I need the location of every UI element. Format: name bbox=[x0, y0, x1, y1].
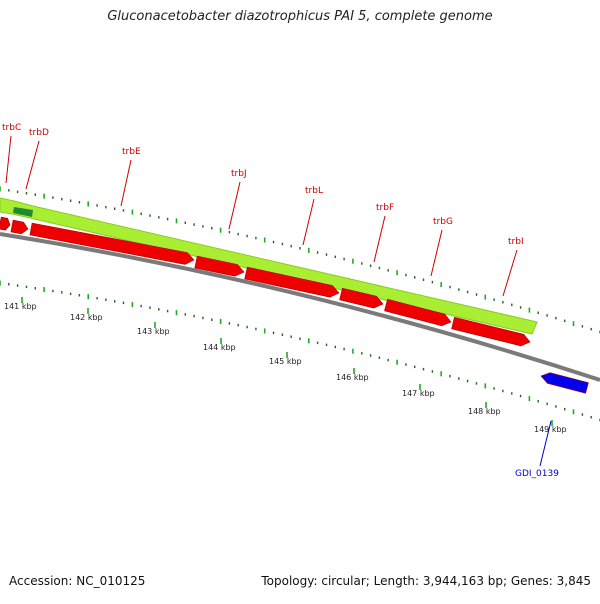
reverse-strand-track bbox=[0, 216, 589, 394]
scale-label: 142 kbp bbox=[70, 313, 103, 322]
topology-text: Topology: circular; Length: 3,944,163 bp… bbox=[261, 574, 591, 588]
gene-label-gdi_0139: GDI_0139 bbox=[515, 469, 559, 479]
gene-label-trbl: trbL bbox=[305, 186, 323, 196]
gene-label-trbj: trbJ bbox=[231, 169, 247, 179]
label-leader-line bbox=[502, 249, 518, 297]
reverse-gene-arrow bbox=[29, 222, 195, 265]
forward-gene-marker bbox=[13, 207, 33, 217]
reverse-gene-arrow bbox=[194, 255, 245, 277]
scale-label: 141 kbp bbox=[4, 302, 37, 311]
lower-tick-row bbox=[0, 280, 600, 422]
accession-text: Accession: NC_010125 bbox=[9, 574, 146, 588]
reverse-gene-arrow bbox=[10, 219, 29, 235]
gene-label-trbg: trbG bbox=[433, 217, 453, 227]
map-title: Gluconacetobacter diazotrophicus PAI 5, … bbox=[107, 9, 493, 24]
label-leader-line bbox=[228, 181, 241, 230]
scale-label: 143 kbp bbox=[137, 327, 170, 336]
label-leader-line bbox=[373, 215, 386, 263]
label-leader-line bbox=[430, 229, 443, 277]
scale-label: 148 kbp bbox=[468, 407, 501, 416]
gene-label-trbc: trbC bbox=[2, 123, 21, 133]
highlighted-gene-arrow bbox=[540, 372, 589, 394]
scale-label: 149 kbp bbox=[534, 425, 567, 434]
reverse-gene-arrow bbox=[0, 216, 11, 231]
scale-label: 146 kbp bbox=[336, 373, 369, 382]
label-leader-line bbox=[25, 140, 40, 190]
backbone-line bbox=[0, 232, 600, 382]
reverse-gene-arrow bbox=[451, 316, 531, 347]
scale-labels: 141 kbp 142 kbp 143 kbp 144 kbp 145 kbp 146 k… bbox=[4, 297, 567, 434]
label-leader-line bbox=[5, 135, 12, 184]
label-leader-line bbox=[120, 159, 132, 207]
gene-label-trbd: trbD bbox=[29, 128, 49, 138]
feature-label-leaders bbox=[5, 135, 552, 467]
scale-label: 147 kbp bbox=[402, 389, 435, 398]
upper-tick-row bbox=[0, 186, 600, 334]
label-leader-line bbox=[302, 198, 315, 246]
gene-label-trbe: trbE bbox=[122, 147, 141, 157]
reverse-gene-arrow bbox=[339, 287, 384, 309]
genome-backbone bbox=[0, 232, 600, 382]
reverse-gene-arrow bbox=[384, 298, 452, 327]
label-leader-line bbox=[539, 420, 552, 467]
forward-strand-track bbox=[0, 197, 538, 335]
gene-label-trbi: trbI bbox=[508, 237, 524, 247]
feature-labels: trbC trbD trbE trbJ trbL trbF trbG trbI GDI_0139 bbox=[2, 123, 559, 479]
scale-label: 145 kbp bbox=[269, 357, 302, 366]
scale-label: 144 kbp bbox=[203, 343, 236, 352]
gene-label-trbf: trbF bbox=[376, 203, 394, 213]
reverse-gene-arrow bbox=[244, 266, 340, 298]
forward-gene-bar bbox=[0, 197, 538, 335]
